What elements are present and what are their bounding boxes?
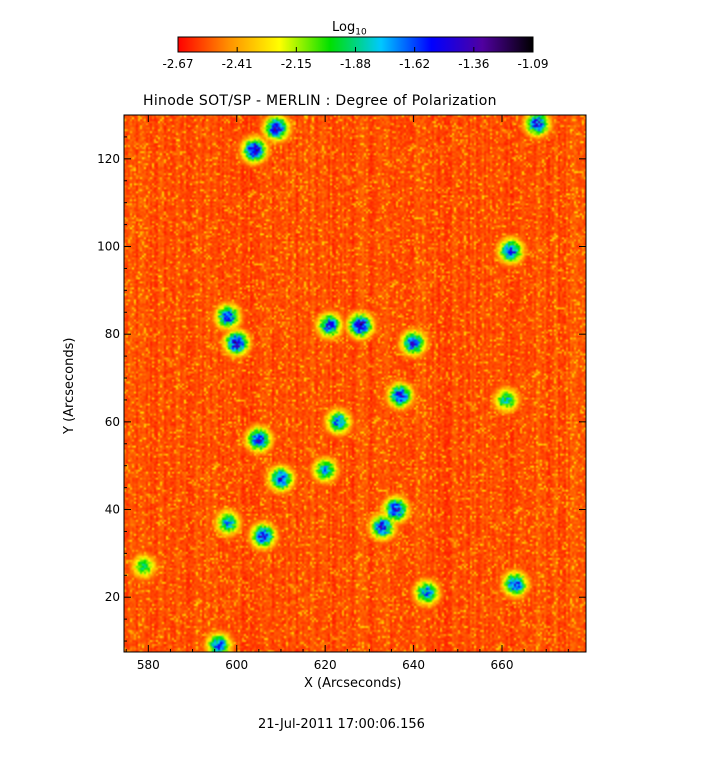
x-tick-label: 600 <box>225 658 248 672</box>
x-tick-label: 660 <box>491 658 514 672</box>
plot-frame <box>123 114 587 653</box>
x-tick-label: 640 <box>402 658 425 672</box>
timestamp: 21-Jul-2011 17:00:06.156 <box>258 717 425 732</box>
heatmap <box>124 115 586 652</box>
y-tick-label: 40 <box>105 503 120 517</box>
colorbar-title: Log10 <box>332 20 367 38</box>
colorbar-tick-label: -2.67 <box>162 57 193 71</box>
y-tick-label: 120 <box>97 152 120 166</box>
colorbar-tick-label: -1.36 <box>458 57 489 71</box>
colorbar-tick-label: -1.09 <box>517 57 548 71</box>
y-axis-label: Y (Arcseconds) <box>62 337 77 434</box>
x-axis-label: X (Arcseconds) <box>304 676 402 691</box>
colorbar-tick-label: -2.15 <box>281 57 312 71</box>
y-tick-label: 80 <box>105 327 120 341</box>
colorbar-tick-label: -1.62 <box>399 57 430 71</box>
colorbar-ticks: -2.67 -2.41 -2.15 -1.88 -1.62 -1.36 -1.09 <box>162 47 549 71</box>
y-tick-label: 60 <box>105 415 120 429</box>
x-tick-label: 620 <box>314 658 337 672</box>
y-tick-label: 20 <box>105 590 120 604</box>
y-tick-label: 100 <box>97 240 120 254</box>
colorbar-tick-label: -1.88 <box>340 57 371 71</box>
x-axis: 580 600 620 640 660 <box>125 115 569 672</box>
colorbar-tick-label: -2.41 <box>222 57 253 71</box>
y-axis: 20 40 60 80 100 120 <box>97 114 586 642</box>
x-tick-label: 580 <box>137 658 160 672</box>
plot-title: Hinode SOT/SP - MERLIN : Degree of Polar… <box>143 93 497 109</box>
